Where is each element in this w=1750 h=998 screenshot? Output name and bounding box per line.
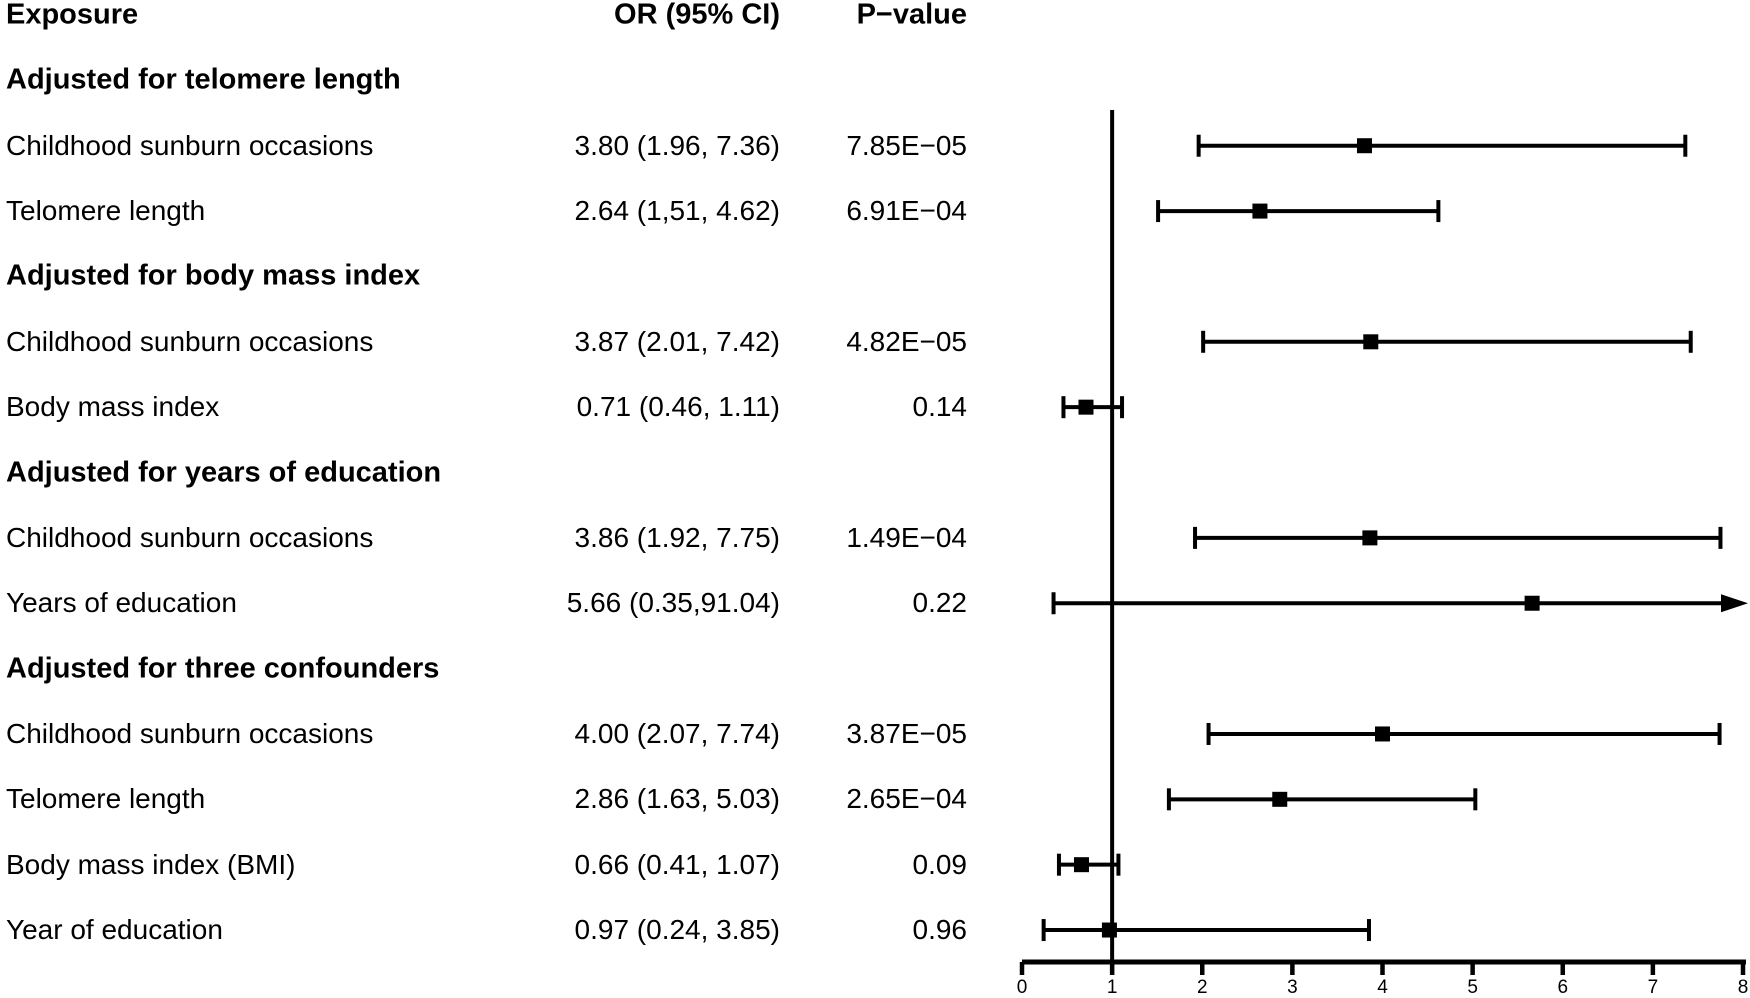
or-ci-value: 2.64 (1,51, 4.62) <box>574 194 780 226</box>
x-axis-tick-label: 2 <box>1197 977 1208 998</box>
table-header: Exposure OR (95% CI) P−value <box>0 0 967 32</box>
or-ci-value: 5.66 (0.35,91.04) <box>566 587 780 619</box>
column-header-or-ci: OR (95% CI) <box>614 0 780 31</box>
or-marker <box>1356 138 1372 154</box>
or-marker <box>1362 530 1378 546</box>
or-ci-value: 4.00 (2.07, 7.74) <box>574 717 780 749</box>
x-axis-tick-label: 8 <box>1738 977 1749 998</box>
exposure-label: Years of education <box>6 587 237 619</box>
exposure-label: Adjusted for body mass index <box>6 259 421 292</box>
or-ci-value: 0.71 (0.46, 1.11) <box>576 391 780 423</box>
x-axis-tick-label: 6 <box>1557 977 1568 998</box>
exposure-label: Adjusted for telomere length <box>6 63 401 96</box>
or-marker <box>1363 334 1379 350</box>
p-value: 6.91E−04 <box>846 194 967 226</box>
x-axis-tick-label: 1 <box>1107 977 1118 998</box>
table-row: Telomere length 2.86 (1.63, 5.03) 2.65E−04 <box>0 783 967 815</box>
table-row: Childhood sunburn occasions 3.87 (2.01, 7… <box>0 326 967 358</box>
table-row: Telomere length 2.64 (1,51, 4.62) 6.91E−04 <box>0 195 967 227</box>
group-header-row: Adjusted for three confounders <box>0 652 967 685</box>
group-header-row: Adjusted for telomere length <box>0 64 967 97</box>
exposure-label: Childhood sunburn occasions <box>6 325 374 357</box>
x-axis-tick-label: 7 <box>1648 977 1659 998</box>
exposure-label: Telomere length <box>6 783 206 815</box>
exposure-label: Body mass index <box>6 391 220 423</box>
or-marker <box>1101 922 1117 938</box>
or-marker <box>1524 595 1540 611</box>
table-row: Years of education 5.66 (0.35,91.04) 0.22 <box>0 587 967 619</box>
x-axis-tick-label: 5 <box>1467 977 1478 998</box>
p-value: 3.87E−05 <box>846 717 967 749</box>
or-ci-value: 0.66 (0.41, 1.07) <box>574 848 780 880</box>
group-header-row: Adjusted for body mass index <box>0 260 967 293</box>
p-value: 0.09 <box>912 848 968 880</box>
table-row: Year of education 0.97 (0.24, 3.85) 0.96 <box>0 914 967 946</box>
or-ci-value: 2.86 (1.63, 5.03) <box>574 783 780 815</box>
or-ci-value: 3.80 (1.96, 7.36) <box>574 129 780 161</box>
x-axis-tick-label: 3 <box>1287 977 1298 998</box>
p-value: 1.49E−04 <box>846 521 967 553</box>
or-marker <box>1375 726 1390 742</box>
p-value: 0.96 <box>912 913 968 945</box>
or-ci-value: 0.97 (0.24, 3.85) <box>574 913 780 945</box>
column-header-exposure: Exposure <box>6 0 139 31</box>
exposure-label: Telomere length <box>6 194 206 226</box>
group-header-row: Adjusted for years of education <box>0 456 967 489</box>
exposure-label: Adjusted for three confounders <box>6 651 440 684</box>
or-marker <box>1252 203 1268 219</box>
p-value: 4.82E−05 <box>846 325 967 357</box>
exposure-label: Year of education <box>6 913 223 945</box>
column-header-p-value: P−value <box>856 0 967 31</box>
or-marker <box>1272 791 1288 807</box>
p-value: 2.65E−04 <box>846 783 967 815</box>
exposure-label: Body mass index (BMI) <box>6 848 296 880</box>
exposure-label: Childhood sunburn occasions <box>6 129 374 161</box>
exposure-label: Childhood sunburn occasions <box>6 717 374 749</box>
x-axis-tick-label: 0 <box>1017 977 1028 998</box>
p-value: 7.85E−05 <box>846 129 967 161</box>
table-row: Childhood sunburn occasions 4.00 (2.07, 7… <box>0 718 967 750</box>
or-ci-value: 3.86 (1.92, 7.75) <box>574 521 780 553</box>
or-marker <box>1078 399 1094 415</box>
p-value: 0.14 <box>912 391 968 423</box>
table-row: Body mass index 0.71 (0.46, 1.11) 0.14 <box>0 391 967 423</box>
table-row: Childhood sunburn occasions 3.80 (1.96, 7… <box>0 130 967 162</box>
x-axis-tick-label: 4 <box>1377 977 1388 998</box>
table-row: Childhood sunburn occasions 3.86 (1.92, 7… <box>0 522 967 554</box>
exposure-label: Adjusted for years of education <box>6 455 442 488</box>
or-ci-value: 3.87 (2.01, 7.42) <box>574 325 780 357</box>
exposure-label: Childhood sunburn occasions <box>6 521 374 553</box>
p-value: 0.22 <box>912 587 968 619</box>
arrow-right-icon <box>1721 594 1748 613</box>
table-row: Body mass index (BMI) 0.66 (0.41, 1.07) 0.… <box>0 849 967 881</box>
or-marker <box>1073 857 1089 873</box>
